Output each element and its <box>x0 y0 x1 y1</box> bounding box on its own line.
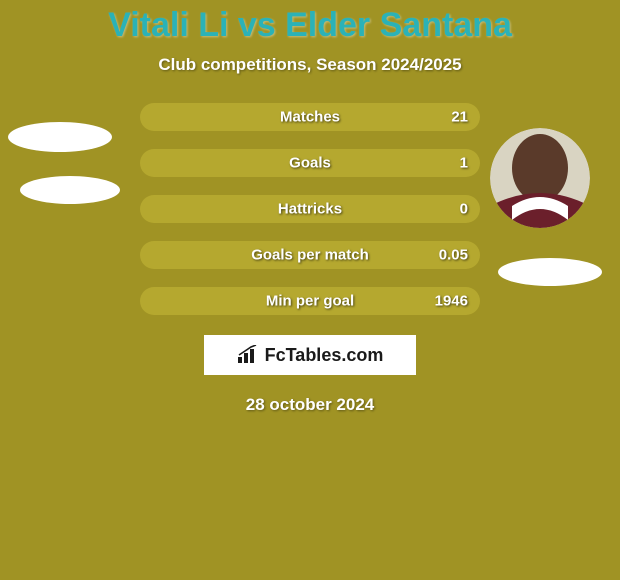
stat-value-right: 1946 <box>435 293 468 310</box>
decorative-oval <box>8 122 112 152</box>
site-badge-text: FcTables.com <box>265 345 384 366</box>
decorative-oval <box>498 258 602 286</box>
stat-label: Goals <box>140 155 480 172</box>
snapshot-date: 28 october 2024 <box>0 395 620 415</box>
stat-row: Min per goal1946 <box>140 287 480 315</box>
bar-chart-icon <box>237 345 259 365</box>
stat-value-right: 1 <box>460 155 468 172</box>
player-right-avatar <box>490 128 590 228</box>
stat-value-right: 0.05 <box>439 247 468 264</box>
page-subtitle: Club competitions, Season 2024/2025 <box>0 55 620 75</box>
stat-label: Goals per match <box>140 247 480 264</box>
site-badge[interactable]: FcTables.com <box>202 333 418 377</box>
stat-value-right: 21 <box>451 109 468 126</box>
stat-row: Goals1 <box>140 149 480 177</box>
stat-label: Min per goal <box>140 293 480 310</box>
stat-label: Hattricks <box>140 201 480 218</box>
stat-row: Matches21 <box>140 103 480 131</box>
decorative-oval <box>20 176 120 204</box>
stat-label: Matches <box>140 109 480 126</box>
stat-row: Goals per match0.05 <box>140 241 480 269</box>
stat-value-right: 0 <box>460 201 468 218</box>
page-title: Vitali Li vs Elder Santana <box>0 0 620 45</box>
stat-row: Hattricks0 <box>140 195 480 223</box>
